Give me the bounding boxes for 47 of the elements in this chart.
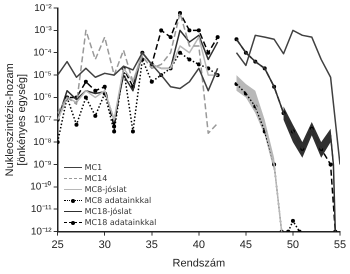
- point: [84, 95, 88, 100]
- point: [328, 162, 333, 167]
- x-tick-label: 30: [98, 239, 111, 252]
- point: [196, 62, 201, 66]
- x-axis-title: Rendszám: [172, 257, 226, 270]
- point: [74, 122, 78, 127]
- legend-label: MC18-jóslat: [84, 206, 132, 217]
- y-tick-label: 10⁻⁶: [33, 92, 52, 104]
- x-tick-label: 55: [334, 239, 346, 252]
- x-tick-label: 45: [240, 239, 252, 252]
- legend-label: MC18 adatainkkal: [84, 216, 156, 228]
- y-tick-label: 10⁻¹⁰: [30, 180, 52, 193]
- point: [206, 50, 210, 55]
- point: [112, 129, 116, 134]
- y-tick-label: 10⁻⁷: [34, 114, 52, 126]
- y-tick-label: 10⁻²: [34, 2, 52, 14]
- point: [168, 35, 173, 40]
- x-tick-label: 40: [192, 239, 205, 252]
- point: [102, 84, 107, 89]
- y-tick-label: 10⁻¹²: [30, 226, 52, 238]
- y-tick-label: 10⁻⁹: [33, 159, 52, 170]
- point: [93, 114, 98, 118]
- x-tick-label: 35: [146, 239, 158, 252]
- y-tick-label: 10⁻⁵: [33, 70, 52, 81]
- legend-label: MC1: [84, 162, 102, 173]
- line-series: [58, 12, 218, 134]
- legend-label: MC8 adatainkkal: [84, 194, 152, 206]
- point: [84, 80, 88, 84]
- point: [196, 28, 201, 32]
- point: [290, 218, 295, 223]
- legend-label: MC14: [84, 172, 108, 184]
- point: [187, 28, 192, 32]
- point: [187, 57, 192, 62]
- legend-label: MC8-jóslat: [84, 184, 127, 195]
- y-tick-label: 10⁻⁸: [33, 136, 52, 148]
- x-tick-label: 25: [52, 239, 64, 252]
- x-tick-label: 50: [286, 239, 300, 252]
- y-axis-title: Nukleoszintézis-hozam [önkényes egység]: [4, 63, 28, 176]
- point: [178, 50, 182, 55]
- point: [93, 88, 98, 93]
- y-tick-label: 10⁻³: [34, 25, 52, 36]
- point: [216, 35, 220, 40]
- y-tick-label: 10⁻¹¹: [30, 204, 52, 215]
- y-tick-label: 10⁻⁴: [33, 47, 52, 58]
- point: [130, 129, 135, 134]
- point: [159, 28, 164, 32]
- point: [150, 80, 154, 84]
